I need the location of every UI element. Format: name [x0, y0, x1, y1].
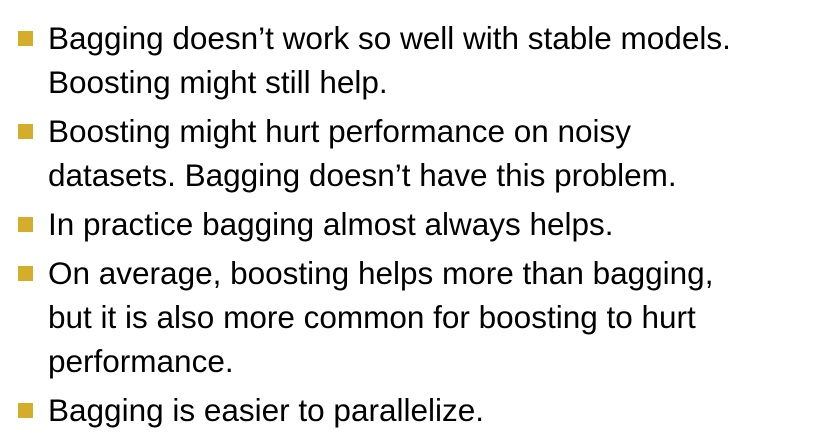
square-bullet-icon	[18, 266, 33, 281]
bullet-line: Bagging is easier to parallelize.	[48, 392, 485, 428]
bullet-text: In practice bagging almost always helps.	[48, 206, 614, 242]
square-bullet-icon	[18, 217, 33, 232]
bullet-item: Boosting might hurt performance on noisy…	[18, 109, 828, 197]
bullet-item: Bagging is easier to parallelize.	[18, 388, 828, 432]
bullet-line: Boosting might still help.	[48, 64, 388, 100]
bullet-item: In practice bagging almost always helps.	[18, 202, 828, 246]
bullet-item: Bagging doesn’t work so well with stable…	[18, 16, 828, 104]
bullet-text: Bagging is easier to parallelize.	[48, 392, 484, 428]
bullet-line: datasets. Bagging doesn’t have this prob…	[48, 157, 677, 193]
bullet-line: Bagging doesn’t work so well with stable…	[48, 20, 731, 56]
bullet-item: On average, boosting helps more than bag…	[18, 251, 828, 383]
square-bullet-icon	[18, 403, 33, 418]
bullet-line: On average, boosting helps more than bag…	[48, 255, 714, 291]
bullet-text: On average, boosting helps more than bag…	[48, 255, 713, 379]
bullet-line: In practice bagging almost always helps.	[48, 206, 614, 242]
bullet-text: Boosting might hurt performance on noisy…	[48, 113, 677, 193]
square-bullet-icon	[18, 124, 33, 139]
bullet-text: Bagging doesn’t work so well with stable…	[48, 20, 731, 100]
bullet-list: Bagging doesn’t work so well with stable…	[18, 16, 828, 437]
bullet-line: performance.	[48, 343, 234, 379]
square-bullet-icon	[18, 31, 33, 46]
bullet-line: but it is also more common for boosting …	[48, 299, 696, 335]
bullet-line: Boosting might hurt performance on noisy	[48, 113, 632, 149]
